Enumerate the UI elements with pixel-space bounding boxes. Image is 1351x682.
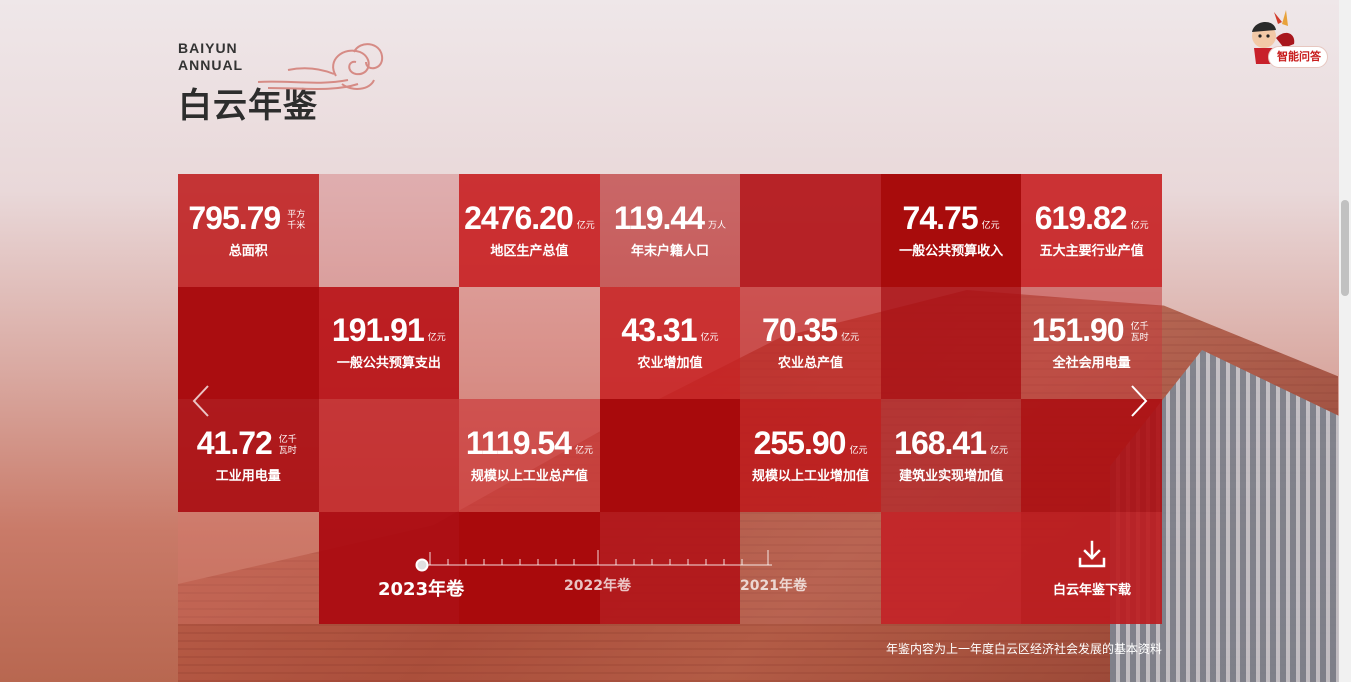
footnote: 年鉴内容为上一年度白云区经济社会发展的基本资料	[885, 642, 1162, 656]
stat-unit: 亿元	[576, 220, 595, 231]
empty-tile	[318, 511, 460, 624]
stat-label: 农业总产值	[778, 356, 844, 372]
empty-tile	[318, 174, 460, 287]
stat-tile[interactable]: 43.31 亿元 农业增加值	[599, 286, 741, 399]
empty-tile	[880, 511, 1022, 624]
download-icon	[1078, 540, 1106, 567]
empty-tile	[599, 511, 741, 624]
smart-qa-label[interactable]: 智能问答	[1268, 46, 1328, 68]
logo-cn-title: 白云年鉴	[178, 86, 318, 126]
stat-value: 70.35	[761, 312, 838, 349]
site-logo[interactable]: BAIYUN ANNUAL 白云年鉴	[178, 40, 384, 127]
stat-tile[interactable]: 191.91 亿元 一般公共预算支出	[318, 286, 460, 399]
stat-unit: 亿元	[990, 445, 1009, 456]
empty-tile	[459, 511, 600, 624]
empty-tile	[459, 286, 600, 399]
empty-tile	[880, 286, 1022, 399]
scrollbar-thumb[interactable]	[1341, 200, 1349, 296]
stat-value: 1119.54	[465, 424, 572, 461]
chevron-right-icon	[1131, 385, 1148, 417]
stat-tile[interactable]: 1119.54 亿元 规模以上工业总产值	[459, 399, 600, 512]
stat-value: 795.79	[188, 199, 281, 236]
stat-tile[interactable]: 70.35 亿元 农业总产值	[740, 286, 881, 399]
logo-en-line1: BAIYUN	[178, 40, 238, 56]
empty-tile	[740, 174, 881, 287]
stat-unit: 平方千米	[287, 209, 306, 231]
stat-tile[interactable]: 255.90 亿元 规模以上工业增加值	[740, 399, 881, 512]
stat-label: 农业增加值	[637, 356, 703, 372]
stat-label: 五大主要行业产值	[1039, 243, 1144, 259]
stat-label: 一般公共预算收入	[899, 243, 1004, 259]
stat-tile[interactable]: 119.44 万人 年末户籍人口	[599, 174, 741, 287]
stat-value: 168.41	[894, 424, 987, 461]
download-label: 白云年鉴下载	[1052, 582, 1131, 598]
stat-value: 191.91	[331, 312, 425, 349]
empty-tile	[599, 399, 741, 512]
download-yearbook-button[interactable]: 白云年鉴下载	[1022, 512, 1162, 624]
stat-unit: 亿元	[849, 445, 868, 456]
stat-tile[interactable]: 795.79 平方千米 总面积	[178, 174, 319, 287]
stat-tile[interactable]: 41.72 亿千瓦时 工业用电量	[178, 399, 319, 512]
stat-unit: 万人	[708, 220, 727, 231]
stat-value: 151.90	[1031, 312, 1125, 349]
stat-tile[interactable]: 2476.20 亿元 地区生产总值	[459, 174, 600, 287]
stat-unit: 亿元	[427, 333, 446, 344]
empty-tile	[178, 286, 319, 399]
stat-unit: 亿元	[574, 445, 593, 456]
stat-label: 地区生产总值	[490, 243, 569, 259]
stat-label: 工业用电量	[215, 468, 281, 484]
stat-unit: 亿元	[700, 333, 719, 344]
empty-tile	[178, 511, 319, 624]
stat-label: 总面积	[228, 243, 268, 259]
stat-label: 建筑业实现增加值	[899, 468, 1004, 484]
year-timeline[interactable]: 2023年卷 2022年卷 2021年卷	[378, 548, 807, 608]
stat-tile[interactable]: 151.90 亿千瓦时 全社会用电量	[1021, 286, 1162, 399]
stat-unit: 亿千瓦时	[1130, 322, 1149, 344]
stat-tile[interactable]: 619.82 亿元 五大主要行业产值	[1021, 174, 1162, 287]
timeline-year-2023[interactable]: 2023年卷	[378, 579, 465, 600]
stat-label: 年末户籍人口	[630, 243, 709, 259]
next-arrow-button[interactable]	[1128, 384, 1150, 418]
stat-unit: 亿元	[1130, 220, 1149, 231]
stat-label: 全社会用电量	[1052, 356, 1131, 372]
empty-tile	[740, 511, 881, 624]
stat-unit: 亿元	[981, 220, 1000, 231]
stats-grid: 795.79 平方千米 总面积 2476.20 亿元 地区生产总值 119.44 万人…	[178, 174, 1162, 624]
stat-value: 119.44	[613, 199, 705, 236]
stat-tile[interactable]: 74.75 亿元 一般公共预算收入	[880, 174, 1022, 287]
stat-tile[interactable]: 168.41 亿元 建筑业实现增加值	[880, 399, 1022, 512]
stat-value: 41.72	[196, 424, 273, 461]
timeline-year-2021[interactable]: 2021年卷	[740, 578, 807, 594]
auspicious-cloud-icon	[257, 43, 384, 90]
page-scrollbar[interactable]	[1339, 0, 1351, 682]
stat-label: 规模以上工业增加值	[752, 468, 870, 484]
prev-arrow-button[interactable]	[190, 384, 212, 418]
timeline-year-2022[interactable]: 2022年卷	[564, 578, 631, 594]
chevron-left-icon	[192, 385, 209, 417]
stat-value: 2476.20	[464, 199, 574, 236]
stat-unit: 亿千瓦时	[278, 434, 297, 456]
stat-label: 规模以上工业总产值	[470, 468, 588, 484]
empty-tile	[1021, 399, 1162, 512]
stat-label: 一般公共预算支出	[336, 356, 441, 372]
smart-qa-assistant[interactable]: 智能问答	[1244, 8, 1328, 74]
empty-tile	[1021, 511, 1162, 624]
empty-tile	[318, 399, 460, 512]
stat-value: 74.75	[902, 199, 979, 236]
logo-en-line2: ANNUAL	[178, 57, 244, 73]
stat-value: 43.31	[621, 312, 697, 349]
timeline-ruler	[415, 550, 772, 572]
stat-value: 255.90	[753, 424, 847, 461]
stat-unit: 亿元	[841, 333, 860, 344]
stat-value: 619.82	[1034, 199, 1128, 236]
